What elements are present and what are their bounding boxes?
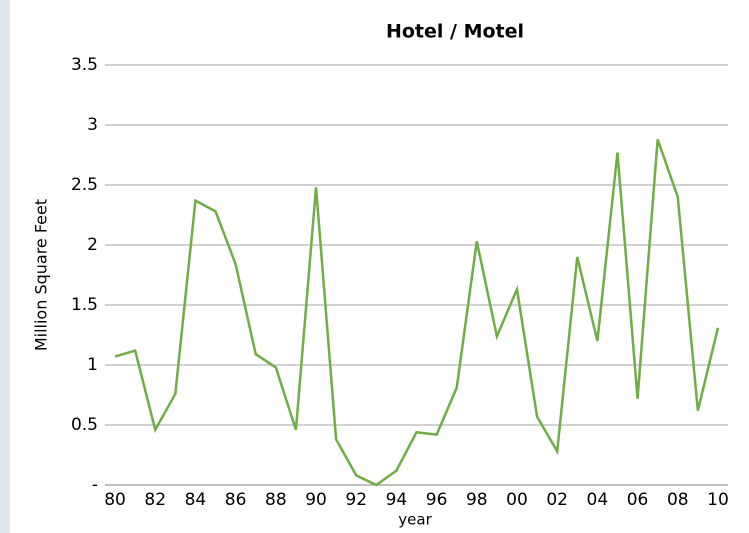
line-series bbox=[114, 138, 720, 487]
x-tick-label: 80 bbox=[104, 490, 126, 510]
x-tick-label: 02 bbox=[546, 490, 568, 510]
y-tick-label: 0.5 bbox=[71, 415, 98, 435]
x-tick-label: 82 bbox=[144, 490, 166, 510]
y-tick-label: 1.5 bbox=[71, 295, 98, 315]
x-tick-label: 92 bbox=[345, 490, 367, 510]
x-tick-label: 00 bbox=[506, 490, 528, 510]
x-tick-label: 96 bbox=[426, 490, 448, 510]
x-tick-label: 94 bbox=[386, 490, 408, 510]
y-tick-label: - bbox=[92, 475, 98, 495]
chart-area bbox=[10, 0, 749, 533]
y-tick-label: 2.5 bbox=[71, 175, 98, 195]
y-tick-label: 2 bbox=[87, 235, 98, 255]
x-tick-label: 10 bbox=[707, 490, 729, 510]
x-tick-label: 90 bbox=[305, 490, 327, 510]
x-tick-label: 98 bbox=[466, 490, 488, 510]
x-tick-label: 84 bbox=[185, 490, 207, 510]
y-tick-label: 3.5 bbox=[71, 55, 98, 75]
y-tick-label: 1 bbox=[87, 355, 98, 375]
x-axis-label: year bbox=[398, 511, 432, 529]
y-axis-label: Million Square Feet bbox=[32, 199, 51, 351]
x-tick-label: 06 bbox=[627, 490, 649, 510]
x-tick-label: 86 bbox=[225, 490, 247, 510]
x-tick-label: 88 bbox=[265, 490, 287, 510]
x-tick-label: 08 bbox=[667, 490, 689, 510]
chart-title: Hotel / Motel bbox=[386, 21, 524, 43]
x-tick-label: 04 bbox=[587, 490, 609, 510]
y-tick-label: 3 bbox=[87, 115, 98, 135]
